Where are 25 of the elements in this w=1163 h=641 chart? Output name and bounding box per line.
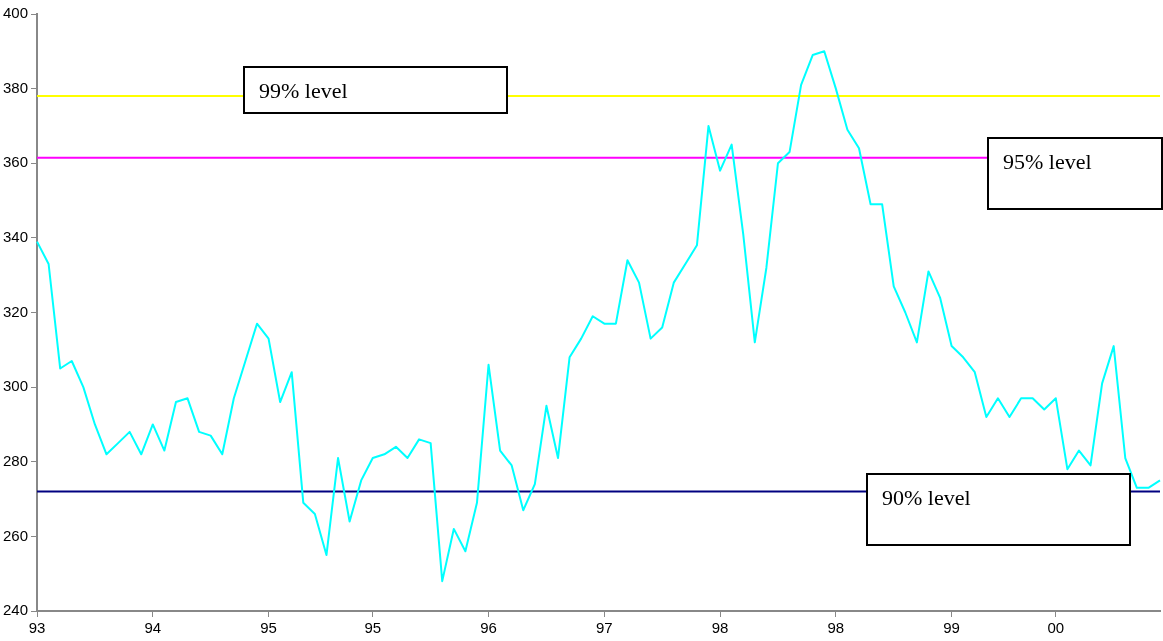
x-tick-label: 99 <box>943 619 960 637</box>
ref-line-label: 95% level <box>1003 149 1092 174</box>
x-tick-label: 98 <box>827 619 845 637</box>
x-tick-label: 93 <box>28 619 46 637</box>
y-tick-label: 240 <box>3 601 29 619</box>
note-box: 99% level <box>243 66 508 114</box>
x-tick-label: 97 <box>595 619 613 637</box>
ref-line-label: 90% level <box>882 485 971 510</box>
ref-line-label: 99% level <box>259 78 348 103</box>
x-tick-label: 94 <box>144 619 162 637</box>
note-box: 90% level <box>866 473 1131 546</box>
y-tick-label: 380 <box>3 78 29 96</box>
note-box: 95% level <box>987 137 1163 210</box>
y-tick-label: 340 <box>3 228 29 246</box>
x-tick-label: 00 <box>1047 619 1065 637</box>
x-tick-label: 95 <box>364 619 382 637</box>
y-tick-label: 360 <box>3 153 29 171</box>
x-tick-label: 95 <box>260 619 277 637</box>
y-tick-label: 260 <box>3 526 29 544</box>
x-tick-label: 96 <box>480 619 497 637</box>
x-tick-label: 98 <box>711 619 729 637</box>
y-tick-label: 280 <box>3 451 29 469</box>
y-tick-label: 400 <box>3 4 29 22</box>
y-tick-label: 320 <box>3 302 29 320</box>
y-tick-label: 300 <box>3 377 29 395</box>
